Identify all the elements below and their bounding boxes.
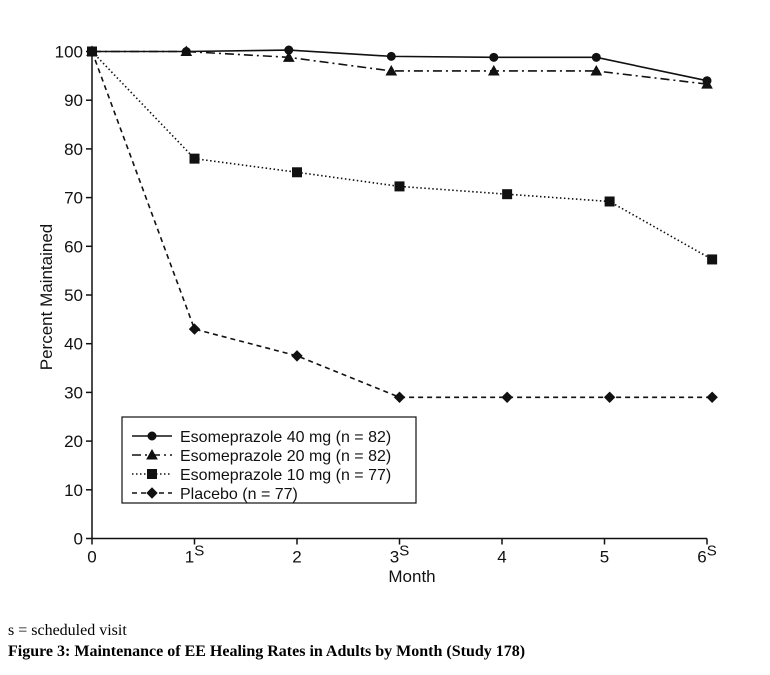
figure-caption: Figure 3: Maintenance of EE Healing Rate… (8, 643, 526, 660)
y-tick-label: 100 (55, 43, 83, 62)
y-tick-label: 30 (64, 383, 83, 402)
data-point-square (604, 196, 615, 207)
x-tick-number: 6 (697, 548, 706, 567)
data-point-circle (591, 52, 601, 62)
x-tick-superscript: S (399, 543, 409, 560)
legend-entry: Esomeprazole 10 mg (n = 77) (180, 467, 391, 484)
x-axis-label: Month (388, 567, 435, 586)
data-point-square (189, 153, 200, 164)
data-point-circle (386, 51, 396, 61)
legend-swatch-marker (147, 469, 157, 479)
x-tick-superscript: S (707, 543, 717, 560)
y-tick-label: 20 (64, 432, 83, 451)
y-tick-label: 50 (64, 286, 83, 305)
x-tick-label: 3S (390, 543, 409, 567)
data-point-square (707, 254, 718, 265)
data-point-diamond (603, 391, 616, 403)
data-point-diamond (393, 391, 406, 403)
series-line-square (91, 50, 713, 261)
legend-entry: Esomeprazole 20 mg (n = 82) (180, 448, 391, 465)
data-point-square (502, 189, 513, 200)
data-point-diamond (291, 350, 303, 362)
data-point-diamond (501, 391, 513, 403)
legend-swatch-marker (146, 448, 158, 460)
series-lines (91, 49, 713, 399)
legend-box (121, 416, 417, 504)
series-markers (86, 45, 718, 403)
x-tick-number: 3 (390, 548, 399, 567)
y-tick-label: 90 (64, 91, 83, 110)
data-point-triangle (487, 64, 500, 76)
legend-entry: Esomeprazole 40 mg (n = 82) (180, 429, 391, 446)
y-tick-label: 80 (64, 140, 83, 159)
x-tick-label: 2 (292, 548, 301, 567)
data-point-triangle (385, 64, 398, 76)
data-point-triangle (282, 51, 295, 62)
x-tick-number: 2 (292, 548, 301, 567)
data-point-square (394, 181, 405, 192)
legend-swatch-marker (147, 431, 157, 441)
y-axis-label: Percent Maintained (37, 224, 56, 370)
x-tick-superscript: S (194, 543, 204, 560)
x-tick-number: 5 (600, 548, 609, 567)
data-point-triangle (180, 45, 193, 56)
series-line-diamond (91, 51, 713, 399)
x-tick-label: 6S (697, 543, 716, 567)
y-tick-label: 60 (64, 237, 83, 256)
legend-entry: Placebo (n = 77) (180, 486, 298, 503)
data-point-triangle (590, 64, 603, 76)
x-tick-number: 0 (87, 548, 96, 567)
x-tick-label: 0 (87, 548, 96, 567)
x-tick-label: 4 (497, 548, 506, 567)
y-tick-label: 40 (64, 335, 83, 354)
x-tick-label: 5 (600, 548, 609, 567)
data-point-square (292, 167, 302, 178)
x-tick-number: 1 (185, 548, 194, 567)
footnote: s = scheduled visit (8, 622, 127, 639)
x-tick-number: 4 (497, 548, 506, 567)
legend-swatch-marker (146, 487, 158, 499)
data-point-diamond (188, 323, 201, 335)
data-point-circle (489, 52, 499, 62)
x-tick-label: 1S (185, 543, 204, 567)
data-point-triangle (701, 78, 713, 89)
data-point-diamond (706, 391, 718, 403)
y-tick-label: 0 (74, 530, 83, 549)
data-point-diamond (86, 45, 98, 58)
legend: Esomeprazole 40 mg (n = 82) Esomeprazole … (121, 416, 417, 504)
y-tick-label: 70 (64, 189, 83, 208)
y-tick-label: 10 (64, 481, 83, 500)
